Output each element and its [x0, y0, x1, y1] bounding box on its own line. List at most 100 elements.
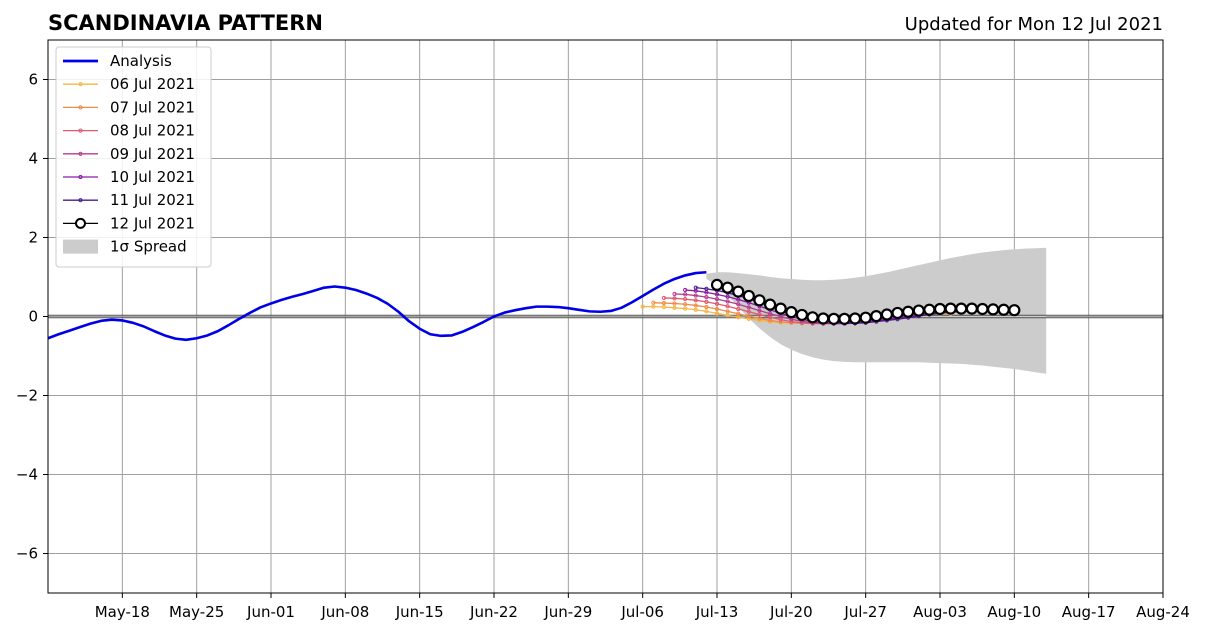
data-point: [693, 298, 698, 303]
data-point: [714, 311, 720, 316]
x-tick-label: Jul-06: [620, 603, 664, 621]
data-point: [725, 299, 730, 304]
data-point: [714, 292, 720, 297]
data-point: [693, 307, 698, 312]
x-tick-label: Aug-10: [987, 603, 1041, 621]
data-point: [683, 302, 688, 307]
legend-label: 08 Jul 2021: [110, 122, 195, 140]
data-point: [672, 296, 677, 301]
data-point: [746, 305, 751, 310]
data-point: [902, 305, 915, 318]
data-point: [757, 308, 762, 313]
data-point: [672, 291, 677, 297]
x-tick-label: Jun-29: [543, 603, 592, 621]
y-tick-label: −4: [16, 466, 38, 484]
data-point: [693, 303, 698, 308]
data-point: [848, 312, 862, 325]
data-point: [736, 302, 741, 307]
x-tick-label: Aug-03: [913, 603, 967, 621]
data-point: [736, 311, 741, 316]
data-point: [944, 302, 957, 315]
y-tick-label: 6: [28, 71, 38, 89]
series-12-jul-2021: [710, 278, 1021, 325]
legend-item: 06 Jul 2021: [63, 75, 195, 93]
data-point: [859, 311, 872, 324]
legend-label: Analysis: [110, 52, 172, 70]
data-point: [912, 304, 925, 317]
data-point: [710, 278, 724, 291]
data-point: [732, 285, 745, 298]
legend-marker: [78, 198, 83, 203]
x-tick-label: Jul-13: [695, 603, 739, 621]
data-point: [933, 302, 947, 316]
legend-item: 09 Jul 2021: [63, 145, 195, 163]
legend-marker: [78, 151, 83, 156]
data-point: [757, 312, 762, 317]
x-tick-label: Aug-17: [1062, 603, 1116, 621]
data-point: [683, 297, 688, 302]
data-point: [838, 312, 851, 325]
data-point: [704, 299, 709, 304]
data-point: [880, 308, 894, 321]
legend-label: 1σ Spread: [110, 238, 187, 256]
data-point: [753, 294, 766, 307]
legend-item: 08 Jul 2021: [63, 122, 195, 140]
data-point: [661, 300, 667, 306]
legend-marker: [78, 128, 83, 133]
y-tick-label: −2: [16, 387, 38, 405]
data-point: [763, 298, 777, 311]
data-point: [714, 301, 720, 306]
data-point: [672, 305, 677, 310]
data-point: [785, 306, 798, 319]
x-tick-label: Jun-01: [246, 603, 295, 621]
y-tick-label: 0: [28, 308, 38, 326]
plot-area: [47, 39, 1164, 594]
data-point: [693, 285, 698, 290]
data-point: [742, 289, 755, 303]
y-axis: 6 4 2 0 −2 −4 −6: [16, 71, 48, 563]
data-point: [640, 304, 645, 309]
legend-label: 10 Jul 2021: [110, 168, 195, 186]
legend-label: 11 Jul 2021: [110, 191, 195, 209]
chart-subtitle: Updated for Mon 12 Jul 2021: [905, 14, 1163, 35]
data-point: [651, 304, 656, 309]
legend-item: 1σ Spread: [63, 238, 187, 256]
x-tick-label: May-18: [95, 603, 150, 621]
data-point: [923, 303, 936, 316]
data-point: [736, 297, 741, 302]
data-point: [704, 295, 709, 300]
data-point: [704, 309, 709, 314]
y-tick-label: 2: [28, 229, 38, 247]
x-tick-label: Jun-08: [320, 603, 369, 621]
y-tick-label: −6: [16, 545, 38, 563]
data-point: [661, 304, 667, 310]
legend-marker: [78, 105, 83, 110]
x-tick-label: May-25: [169, 603, 224, 621]
data-point: [651, 300, 656, 305]
legend-swatch: [63, 239, 98, 254]
data-point: [725, 313, 730, 318]
data-point: [672, 301, 677, 306]
legend-item: 11 Jul 2021: [63, 191, 195, 209]
series-analysis: [47, 270, 707, 342]
x-tick-label: Jul-27: [843, 603, 887, 621]
data-point: [976, 302, 989, 316]
legend-marker: [78, 174, 83, 180]
legend: Analysis 06 Jul 2021 07 Jul 2021 08 Jul 202…: [55, 46, 212, 268]
data-point: [725, 304, 730, 309]
x-tick-label: Aug-24: [1136, 603, 1190, 621]
data-point: [774, 302, 787, 315]
data-point: [817, 312, 830, 325]
data-point: [725, 309, 730, 314]
data-point: [789, 319, 794, 324]
legend-marker: [75, 217, 86, 229]
data-point: [704, 286, 709, 291]
legend-item: 07 Jul 2021: [63, 98, 195, 116]
data-point: [827, 312, 840, 325]
data-point: [683, 287, 688, 293]
data-point: [736, 306, 741, 312]
data-point: [693, 293, 698, 298]
data-point: [965, 302, 978, 315]
x-axis: May-18 May-25 Jun-01 Jun-08 Jun-15 Jun-22 Jun-…: [95, 593, 1190, 621]
